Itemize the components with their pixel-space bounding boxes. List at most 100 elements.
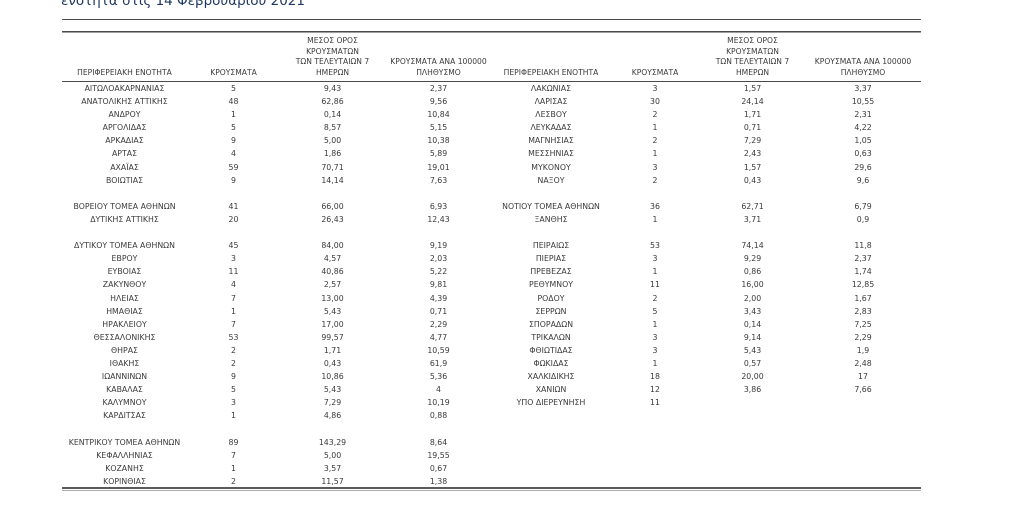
left-region-cell: ΚΕΝΤΡΙΚΟΥ ΤΟΜΕΑ ΑΘΗΝΩΝ (68, 437, 181, 447)
left-avg7-cell: 26,43 (321, 214, 344, 224)
right-region-cell: ΥΠΟ ΔΙΕΡΕΥΝΗΣΗ (516, 398, 586, 408)
header-region-left: ΠΕΡΙΦΕΡΕΙΑΚΗ ΕΝΟΤΗΤΑ (62, 36, 187, 82)
right-per100k-cell: 7,25 (854, 319, 872, 329)
right-avg7-cell: 0,57 (743, 358, 762, 368)
left-avg7-cell: 3,57 (323, 463, 342, 473)
left-per100k-cell: 4,39 (429, 293, 448, 303)
right-cases-cell (610, 187, 700, 200)
spacer-row (62, 226, 921, 239)
right-cases-cell: 11 (650, 398, 660, 408)
left-avg7-cell: 1,71 (323, 345, 342, 355)
right-cases-cell: 18 (650, 372, 660, 382)
table-row: ΚΑΡΔΙΤΣΑΣ 1 4,86 0,88 (62, 409, 921, 422)
right-region-cell: ΤΡΙΚΑΛΩΝ (531, 332, 571, 342)
header-region-right: ΠΕΡΙΦΕΡΕΙΑΚΗ ΕΝΟΤΗΤΑ (492, 36, 610, 82)
right-avg7-cell: 9,29 (743, 254, 762, 264)
left-per100k-cell (385, 226, 492, 239)
right-avg7-cell (700, 436, 805, 449)
table-row: ΖΑΚΥΝΘΟΥ 4 2,57 9,81 ΡΕΘΥΜΝΟΥ 11 16,00 12,85 (62, 278, 921, 291)
table-row: ΔΥΤΙΚΗΣ ΑΤΤΙΚΗΣ 20 26,43 12,43 ΞΑΝΘΗΣ 1 3,71 0,… (62, 213, 921, 226)
right-cases-cell: 3 (652, 84, 658, 93)
left-per100k-cell: 2,29 (429, 319, 448, 329)
left-cases-cell (187, 187, 280, 200)
right-cases-cell: 2 (652, 136, 658, 146)
right-avg7-cell (700, 409, 805, 422)
right-region-cell: ΡΟΔΟΥ (537, 293, 565, 303)
header-cases-left: ΚΡΟΥΣΜΑΤΑ (187, 36, 280, 82)
right-cases-cell: 2 (652, 293, 658, 303)
right-region-cell: ΝΟΤΙΟΥ ΤΟΜΕΑ ΑΘΗΝΩΝ (502, 201, 600, 211)
spacer-row (62, 187, 921, 200)
left-avg7-cell: 8,57 (323, 123, 342, 133)
right-region-cell: ΧΑΛΚΙΔΙΚΗΣ (527, 372, 575, 382)
left-region-cell: ΒΟΙΩΤΙΑΣ (105, 175, 144, 185)
header-row: ΠΕΡΙΦΕΡΕΙΑΚΗ ΕΝΟΤΗΤΑ ΚΡΟΥΣΜΑΤΑ ΜΕΣΟΣ ΟΡΟ… (62, 36, 921, 82)
right-avg7-cell (700, 449, 805, 462)
right-avg7-cell: 5,43 (743, 345, 762, 355)
left-cases-cell: 45 (228, 241, 239, 251)
right-region-cell: ΠΙΕΡΙΑΣ (535, 254, 567, 264)
left-cases-cell: 1 (231, 411, 236, 421)
right-cases-cell: 2 (652, 175, 658, 185)
left-per100k-cell: 2,03 (429, 254, 448, 264)
left-cases-cell: 53 (228, 332, 239, 342)
right-avg7-cell (700, 396, 805, 409)
left-avg7-cell: 7,29 (323, 398, 342, 408)
left-cases-cell: 1 (231, 463, 236, 473)
right-region-cell (492, 187, 610, 200)
right-cases-cell: 3 (652, 332, 658, 342)
left-cases-cell: 7 (231, 450, 236, 460)
right-per100k-cell: 3,37 (854, 84, 872, 93)
left-region-cell: ΑΡΚΑΔΙΑΣ (105, 136, 144, 146)
right-region-cell: ΣΕΡΡΩΝ (535, 306, 567, 316)
table-row: ΑΡΓΟΛΙΔΑΣ 5 8,57 5,15 ΛΕΥΚΑΔΑΣ 1 0,71 4,22 (62, 121, 921, 134)
left-cases-cell: 4 (231, 149, 236, 159)
left-region-cell (62, 422, 187, 435)
top-rule-1 (62, 19, 921, 20)
table-row: ΒΟΙΩΤΙΑΣ 9 14,14 7,63 ΝΑΞΟΥ 2 0,43 9,6 (62, 174, 921, 187)
table-row: ΗΛΕΙΑΣ 7 13,00 4,39 ΡΟΔΟΥ 2 2,00 1,67 (62, 292, 921, 305)
left-avg7-cell: 2,57 (323, 280, 342, 290)
header-per100k-right: ΚΡΟΥΣΜΑΤΑ ΑΝΑ 100000 ΠΛΗΘΥΣΜΟ (805, 36, 921, 82)
right-region-cell: ΛΑΚΩΝΙΑΣ (530, 84, 572, 93)
left-per100k-cell: 4,77 (429, 332, 448, 342)
right-cases-cell: 30 (650, 97, 660, 107)
right-cases-cell (610, 422, 700, 435)
right-per100k-cell: 29,6 (854, 162, 872, 172)
right-cases-cell: 3 (652, 345, 658, 355)
table-row: ΚΟΡΙΝΘΙΑΣ 2 11,57 1,38 (62, 475, 921, 488)
right-avg7-cell: 1,71 (743, 110, 762, 120)
right-per100k-cell (805, 187, 921, 200)
left-per100k-cell: 5,89 (429, 149, 448, 159)
right-region-cell (492, 422, 610, 435)
top-rule-2 (62, 31, 921, 32)
right-region-cell (492, 462, 610, 475)
right-region-cell: ΝΑΞΟΥ (537, 175, 565, 185)
table-body: ΑΙΤΩΛΟΑΚΑΡΝΑΝΙΑΣ 5 9,43 2,37 ΛΑΚΩΝΙΑΣ 3 1,57 3,… (62, 82, 921, 488)
right-region-cell (492, 436, 610, 449)
table-row: ΑΝΑΤΟΛΙΚΗΣ ΑΤΤΙΚΗΣ 48 62,86 9,56 ΛΑΡΙΣΑΣ 30 24… (62, 95, 921, 108)
left-cases-cell: 89 (228, 437, 239, 447)
right-avg7-cell: 16,00 (741, 280, 764, 290)
left-cases-cell: 11 (228, 267, 239, 277)
left-per100k-cell: 61,9 (429, 358, 448, 368)
right-region-cell: ΠΕΙΡΑΙΩΣ (532, 241, 570, 251)
left-avg7-cell: 0,43 (323, 358, 342, 368)
left-avg7-cell: 5,43 (323, 385, 342, 395)
table-row: ΑΙΤΩΛΟΑΚΑΡΝΑΝΙΑΣ 5 9,43 2,37 ΛΑΚΩΝΙΑΣ 3 1,57 3,… (62, 82, 921, 96)
left-region-cell: ΑΝΑΤΟΛΙΚΗΣ ΑΤΤΙΚΗΣ (81, 97, 168, 107)
left-per100k-cell: 7,63 (429, 175, 448, 185)
right-cases-cell: 1 (652, 267, 658, 277)
left-avg7-cell (280, 226, 385, 239)
right-per100k-cell: 1,67 (854, 293, 872, 303)
right-avg7-cell: 74,14 (741, 241, 764, 251)
left-per100k-cell: 1,38 (429, 476, 448, 486)
left-avg7-cell: 40,86 (321, 267, 344, 277)
header-per100k-left: ΚΡΟΥΣΜΑΤΑ ΑΝΑ 100000 ΠΛΗΘΥΣΜΟ (385, 36, 492, 82)
left-region-cell: ΚΑΛΥΜΝΟΥ (102, 398, 147, 408)
left-cases-cell: 2 (231, 345, 236, 355)
left-per100k-cell: 5,15 (429, 123, 448, 133)
left-avg7-cell: 5,00 (323, 450, 342, 460)
left-region-cell: ΙΩΑΝΝΙΝΩΝ (101, 372, 148, 382)
left-region-cell: ΔΥΤΙΚΗΣ ΑΤΤΙΚΗΣ (90, 214, 159, 224)
